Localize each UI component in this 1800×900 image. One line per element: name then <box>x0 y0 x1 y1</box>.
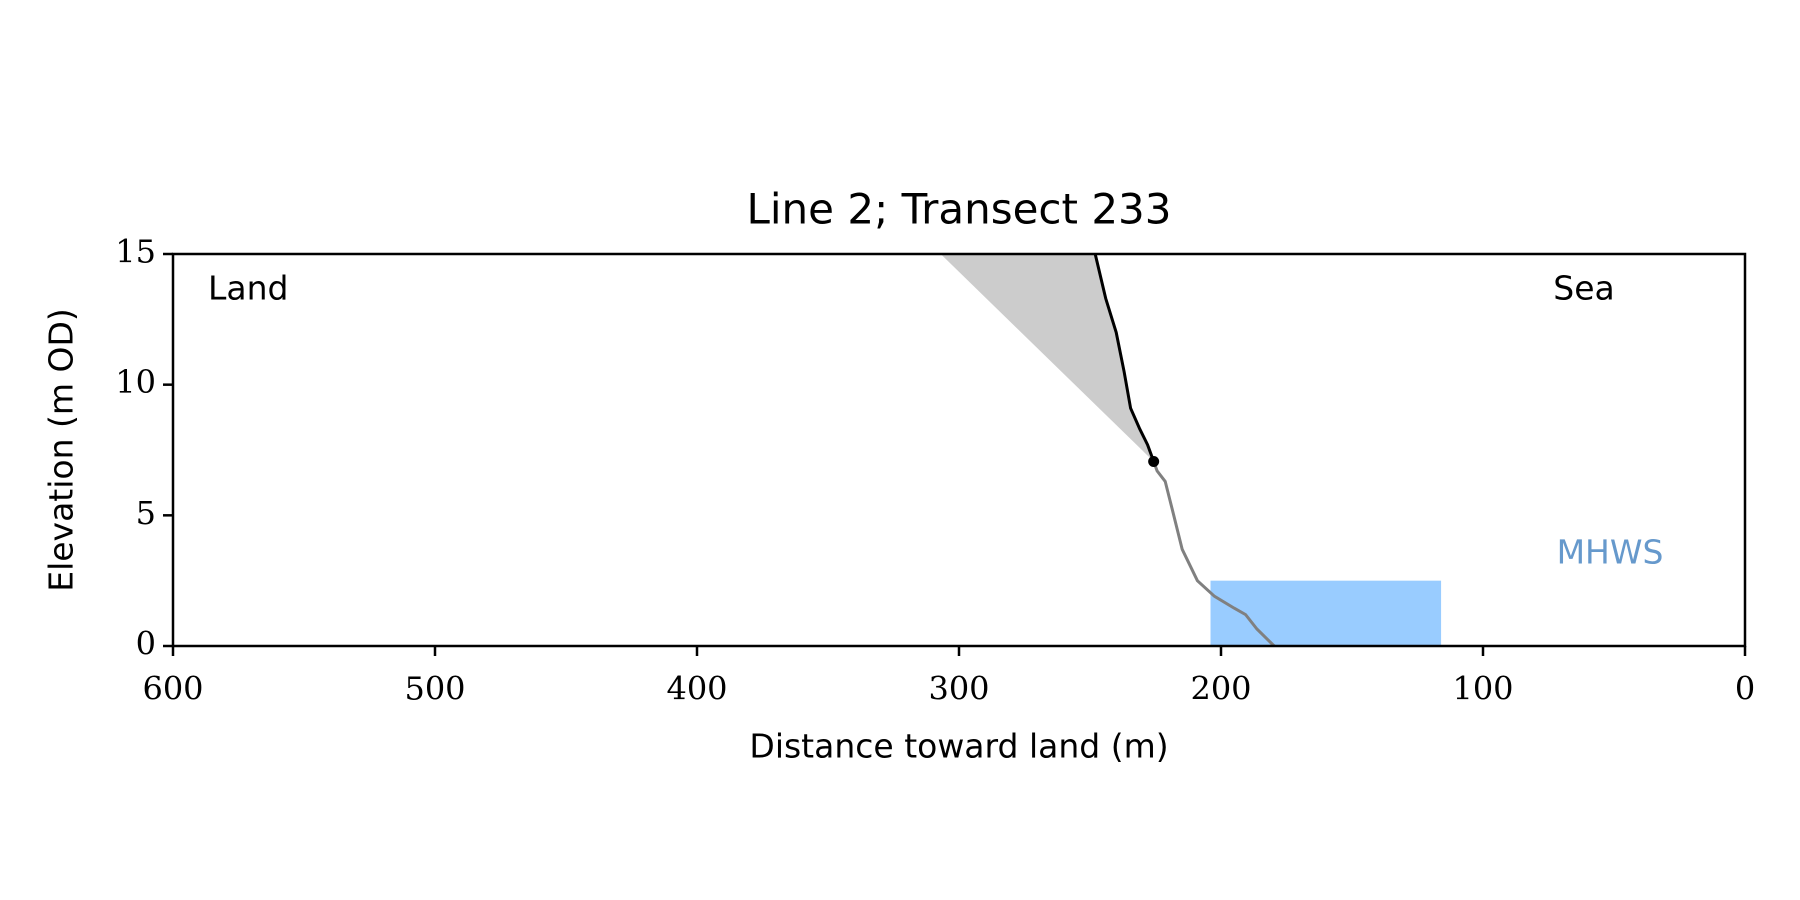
plot-frame <box>171 252 1747 648</box>
y-tick-label: 5 <box>136 494 156 532</box>
y-axis-label: Elevation (m OD) <box>42 308 81 592</box>
sea-label: Sea <box>1553 269 1614 308</box>
y-tick-label: 10 <box>115 363 156 401</box>
x-tick-label: 0 <box>1735 670 1755 708</box>
chart-title: Line 2; Transect 233 <box>746 185 1171 234</box>
x-tick-label: 600 <box>142 670 203 708</box>
x-tick-label: 400 <box>666 670 727 708</box>
profile-line <box>1152 460 1276 648</box>
x-tick-label: 500 <box>404 670 465 708</box>
mhws-label: MHWS <box>1557 533 1664 572</box>
shaded-region <box>940 254 1154 462</box>
x-tick-label: 300 <box>928 670 989 708</box>
x-axis-label: Distance toward land (m) <box>749 727 1168 766</box>
x-tick-label: 100 <box>1452 670 1513 708</box>
x-tick-label: 200 <box>1190 670 1251 708</box>
mhws-band <box>1210 580 1442 646</box>
cliff-top-marker <box>1148 455 1160 467</box>
land-label: Land <box>208 269 288 308</box>
y-tick-label: 0 <box>136 625 156 663</box>
profile-line <box>1093 253 1156 463</box>
y-tick-label: 15 <box>115 233 156 271</box>
